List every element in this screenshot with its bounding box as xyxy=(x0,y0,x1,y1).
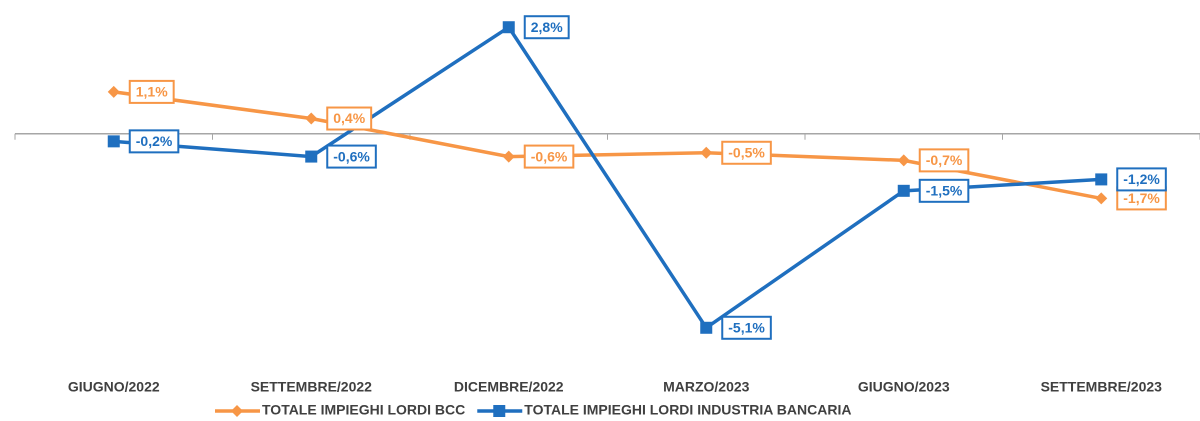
x-tick-label: DICEMBRE/2022 xyxy=(454,379,564,395)
data-label-box xyxy=(523,15,570,40)
marker xyxy=(700,321,713,334)
data-label-text: -1,5% xyxy=(926,183,963,199)
legend-marker xyxy=(493,405,506,417)
marker xyxy=(305,150,318,163)
data-label-box xyxy=(523,144,575,169)
data-label: -1,2% xyxy=(1116,167,1167,192)
data-label: -0,6% xyxy=(523,144,575,169)
data-label: -0,2% xyxy=(128,129,180,154)
marker xyxy=(1095,192,1108,205)
data-label-box xyxy=(326,106,373,131)
marker xyxy=(305,112,318,125)
legend-marker xyxy=(231,405,243,417)
marker xyxy=(107,85,120,98)
data-label-text: -1,2% xyxy=(1123,171,1160,187)
data-label: 2,8% xyxy=(523,15,570,40)
data-label-text: -5,1% xyxy=(728,319,765,335)
data-label: -0,6% xyxy=(326,144,377,169)
data-label-box xyxy=(721,315,772,340)
marker xyxy=(502,150,515,163)
x-tick-label: SETTEMBRE/2022 xyxy=(251,379,373,395)
data-label: -5,1% xyxy=(721,315,772,340)
data-label-text: -0,2% xyxy=(136,133,173,149)
marker xyxy=(700,146,713,159)
data-label: -1,5% xyxy=(918,178,970,203)
data-label-text: 1,1% xyxy=(136,84,168,100)
data-label-text: 0,4% xyxy=(333,110,365,126)
data-label-box xyxy=(918,148,970,173)
data-label-box xyxy=(721,140,772,165)
data-label: 0,4% xyxy=(326,106,373,131)
data-label-text: -1,7% xyxy=(1123,190,1160,206)
marker xyxy=(107,135,120,148)
x-tick-label: MARZO/2023 xyxy=(663,379,750,395)
data-label-box xyxy=(326,144,377,169)
x-tick-label: GIUGNO/2023 xyxy=(858,379,950,395)
legend-label: TOTALE IMPIEGHI LORDI BCC xyxy=(262,402,465,418)
data-label-text: -0,6% xyxy=(531,148,568,164)
marker xyxy=(897,154,910,167)
data-label-text: 2,8% xyxy=(531,19,563,35)
marker xyxy=(897,184,910,197)
x-tick-label: SETTEMBRE/2023 xyxy=(1041,379,1163,395)
data-label-text: -0,5% xyxy=(728,144,765,160)
data-label-text: -0,7% xyxy=(926,152,963,168)
x-tick-label: GIUGNO/2022 xyxy=(68,379,160,395)
data-label: 1,1% xyxy=(128,79,175,104)
data-label-box xyxy=(128,79,175,104)
data-label-box xyxy=(128,129,180,154)
data-label: -1,7% xyxy=(1116,186,1167,211)
legend-label: TOTALE IMPIEGHI LORDI INDUSTRIA BANCARIA xyxy=(524,402,851,418)
marker xyxy=(1095,173,1108,186)
data-label-text: -0,6% xyxy=(333,148,370,164)
data-label: -0,5% xyxy=(721,140,772,165)
data-label-box xyxy=(918,178,970,203)
marker xyxy=(502,21,515,34)
data-label: -0,7% xyxy=(918,148,970,173)
data-label-box xyxy=(1116,167,1167,192)
series-line xyxy=(113,24,1102,331)
